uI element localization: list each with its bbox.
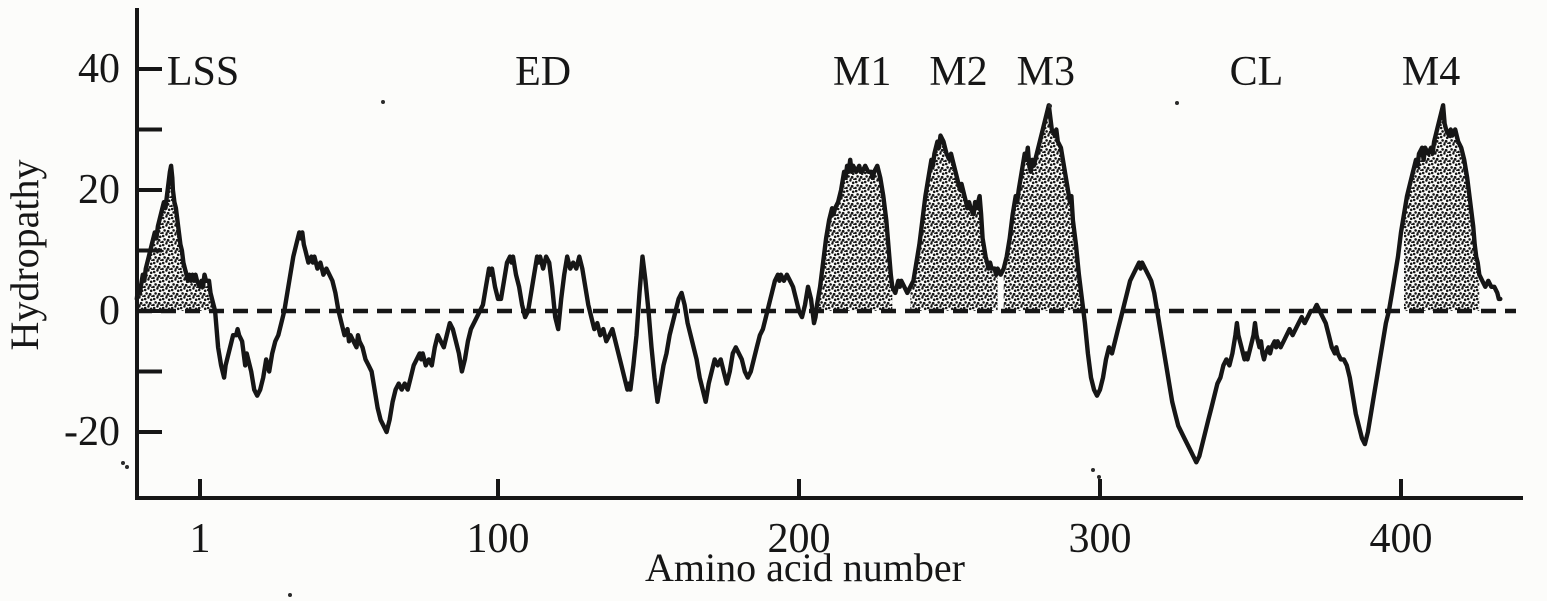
shaded-regions	[136, 105, 1480, 311]
scan-speck-5	[1097, 475, 1101, 479]
scan-speck-1	[1175, 101, 1179, 105]
y-tick-label-0: 0	[99, 288, 120, 334]
x-tick-label-400: 400	[1369, 516, 1432, 562]
y-tick-label-20: 20	[78, 167, 120, 213]
scan-speck-3	[288, 593, 292, 597]
x-axis-title: Amino acid number	[645, 545, 965, 590]
hydropathy-trace	[134, 103, 1503, 465]
region-label-ed: ED	[515, 49, 571, 95]
scan-speck-4	[1091, 468, 1095, 472]
shaded-region-m1	[817, 159, 893, 311]
y-axis-title: Hydropathy	[2, 159, 47, 350]
region-label-cl: CL	[1230, 49, 1284, 95]
axes	[135, 8, 1523, 500]
scan-specks	[121, 100, 1179, 597]
region-labels: LSS ED M1 M2 M3 CL M4	[167, 49, 1460, 95]
x-tick-label-100: 100	[466, 516, 529, 562]
shaded-region-m2	[910, 135, 998, 311]
region-label-m1: M1	[833, 49, 891, 95]
scan-speck-2	[1048, 104, 1052, 108]
shaded-region-lss	[136, 165, 216, 311]
region-label-m3: M3	[1017, 49, 1075, 95]
scan-speck-7	[125, 465, 129, 469]
region-label-m4: M4	[1402, 49, 1460, 95]
hydropathy-curve	[134, 103, 1503, 465]
shaded-region-m4	[1404, 105, 1480, 311]
scan-speck-0	[381, 100, 385, 104]
region-label-m2: M2	[929, 49, 987, 95]
x-tick-label-200: 200	[767, 516, 830, 562]
region-label-lss: LSS	[167, 49, 239, 95]
y-tick-label-40: 40	[78, 46, 120, 92]
x-tick-label-1: 1	[190, 516, 211, 562]
scan-speck-6	[121, 461, 125, 465]
x-tick-label-300: 300	[1068, 516, 1131, 562]
y-tick-label--20: -20	[64, 409, 120, 455]
